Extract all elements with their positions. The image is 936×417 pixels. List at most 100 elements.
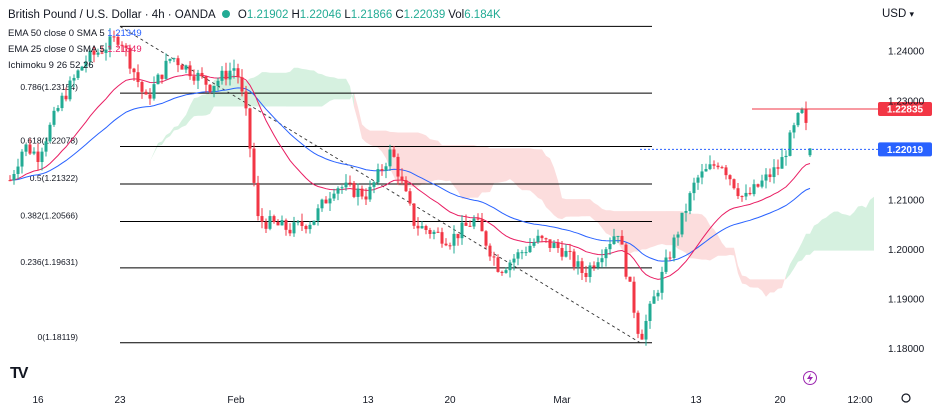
candle-body (553, 243, 556, 248)
candle-body (321, 200, 324, 209)
ichimoku-cloud-segment (154, 143, 158, 154)
fib-level-label: 0.382(1.20566) (20, 210, 78, 220)
candle-body (61, 96, 64, 108)
ichimoku-cloud-segment (122, 167, 126, 172)
fib-level-label: 0(1.18119) (38, 332, 79, 342)
ichimoku-cloud-segment (318, 73, 322, 106)
candle-body (293, 222, 296, 233)
candle-body (585, 273, 588, 277)
tradingview-logo[interactable]: TV (10, 365, 26, 383)
candle-body (221, 71, 224, 81)
indicator-ema25[interactable]: EMA 25 close 0 SMA 5 1.21849 (8, 44, 142, 55)
candle-body (17, 167, 20, 174)
candle-body (285, 220, 288, 230)
candle-body (305, 226, 308, 229)
candle-body (609, 244, 612, 249)
candle-body (637, 313, 640, 334)
candle-body (317, 208, 320, 220)
candle-body (577, 261, 580, 267)
candle-body (193, 76, 196, 81)
candle-body (73, 78, 76, 81)
ichimoku-cloud-segment (846, 215, 850, 251)
candle-body (177, 58, 180, 65)
market-status-dot (222, 10, 230, 18)
ichimoku-cloud-segment (630, 211, 634, 254)
currency-selector[interactable]: USD ▾ (882, 8, 914, 20)
candle-body (513, 259, 516, 263)
candle-body (277, 222, 280, 225)
candle-body (21, 152, 24, 167)
candle-body (281, 220, 284, 225)
symbol-title[interactable]: British Pound / U.S. Dollar · 4h · OANDA (8, 9, 216, 21)
indicator-ema50[interactable]: EMA 50 close 0 SMA 5 1.21349 (8, 28, 142, 39)
ichimoku-cloud-segment (262, 72, 266, 106)
candle-body (493, 256, 496, 257)
ichimoku-cloud-segment (194, 97, 198, 116)
ichimoku-cloud-segment (514, 148, 518, 187)
candle-body (717, 166, 720, 167)
ichimoku-cloud-segment (290, 68, 294, 107)
ichimoku-cloud-segment (554, 168, 558, 219)
candle-body (625, 245, 628, 277)
ichimoku-cloud-segment (502, 148, 506, 182)
candle-body (137, 72, 140, 82)
ichimoku-cloud-segment (766, 279, 770, 296)
candle-body (353, 183, 356, 197)
candle-body (361, 189, 364, 197)
candle-body (217, 81, 220, 86)
ichimoku-cloud-segment (558, 181, 562, 220)
ohlc-key: L (344, 9, 350, 21)
x-axis-tick-label: 20 (444, 395, 456, 406)
ichimoku-cloud-segment (486, 146, 490, 192)
indicator-ema50-label: EMA 50 close 0 SMA 5 (8, 28, 105, 39)
y-axis-tick-label: 1.23000 (888, 96, 925, 107)
ichimoku-cloud-segment (578, 199, 582, 216)
y-axis-tick-label: 1.19000 (888, 295, 925, 306)
candle-body (725, 167, 728, 175)
fib-level-label: 0.236(1.19631) (20, 257, 78, 267)
candle-body (689, 193, 692, 211)
x-axis-tick-label: Feb (227, 395, 245, 406)
indicator-ema25-label: EMA 25 close 0 SMA 5 (8, 44, 105, 55)
candle-body (289, 230, 292, 234)
candle-body (209, 85, 212, 92)
ichimoku-cloud-segment (854, 207, 858, 251)
ichimoku-cloud-segment (774, 279, 778, 292)
candle-body (33, 152, 36, 154)
candle-body (153, 84, 156, 98)
ichimoku-cloud-segment (698, 214, 702, 260)
candle-body (501, 272, 504, 273)
ichimoku-cloud-segment (286, 72, 290, 107)
ichimoku-cloud-segment (474, 145, 478, 198)
ichimoku-cloud-segment (310, 70, 314, 106)
candle-body (617, 236, 620, 237)
candle-body (481, 219, 484, 231)
ichimoku-cloud-segment (550, 158, 554, 215)
ichimoku-cloud-segment (850, 212, 854, 250)
ichimoku-cloud-segment (462, 145, 466, 199)
candle-body (445, 244, 448, 246)
ichimoku-cloud-segment (202, 95, 206, 116)
candle-body (789, 132, 792, 155)
indicator-ichimoku[interactable]: Ichimoku 9 26 52 26 (8, 60, 94, 71)
ichimoku-cloud-segment (598, 205, 602, 228)
candle-body (237, 68, 240, 77)
candle-body (173, 58, 176, 59)
candle-body (597, 262, 600, 267)
candle-body (345, 183, 348, 188)
ichimoku-cloud-segment (298, 68, 302, 107)
x-axis-tick-label: Mar (553, 395, 571, 406)
candle-body (365, 197, 368, 200)
candle-body (13, 174, 16, 180)
candle-body (757, 184, 760, 186)
candle-body (569, 251, 572, 252)
candle-body (593, 265, 596, 267)
ichimoku-cloud-segment (582, 199, 586, 216)
settings-gear-icon[interactable] (902, 394, 910, 402)
ichimoku-cloud-segment (814, 223, 818, 250)
candle-body (653, 296, 656, 303)
ichimoku-cloud-segment (126, 164, 130, 167)
ichimoku-cloud-segment (862, 206, 866, 251)
